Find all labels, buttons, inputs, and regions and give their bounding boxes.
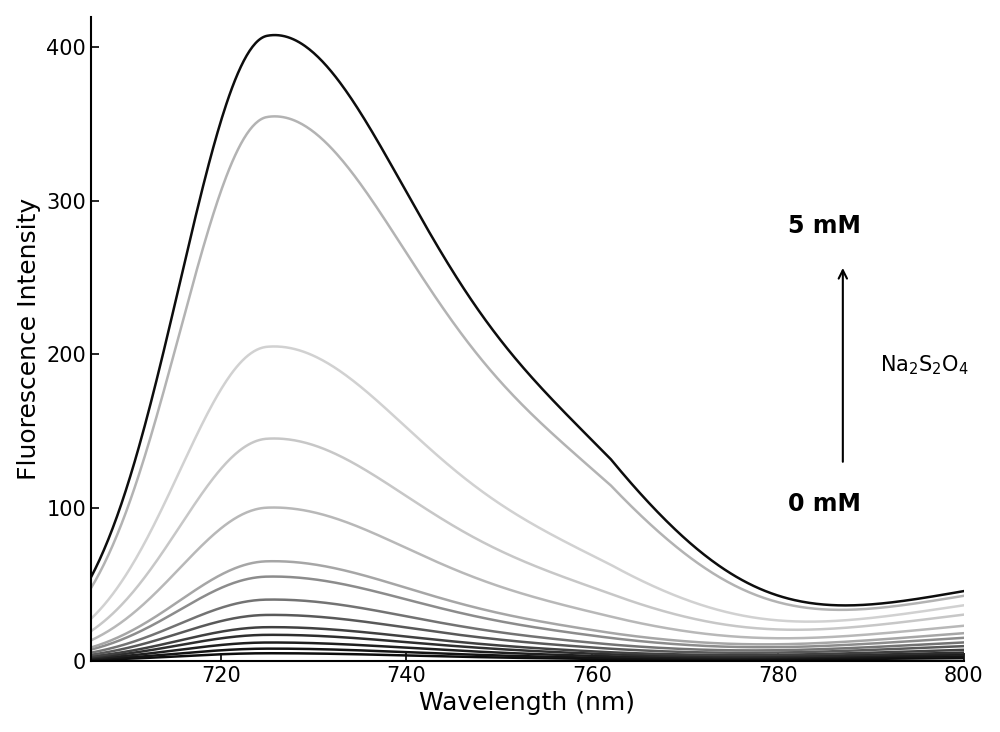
Text: 5 mM: 5 mM bbox=[788, 214, 861, 238]
Text: 0 mM: 0 mM bbox=[788, 492, 861, 516]
Text: Na$_2$S$_2$O$_4$: Na$_2$S$_2$O$_4$ bbox=[880, 353, 969, 377]
X-axis label: Wavelength (nm): Wavelength (nm) bbox=[419, 691, 635, 715]
Y-axis label: Fluorescence Intensity: Fluorescence Intensity bbox=[17, 198, 41, 480]
